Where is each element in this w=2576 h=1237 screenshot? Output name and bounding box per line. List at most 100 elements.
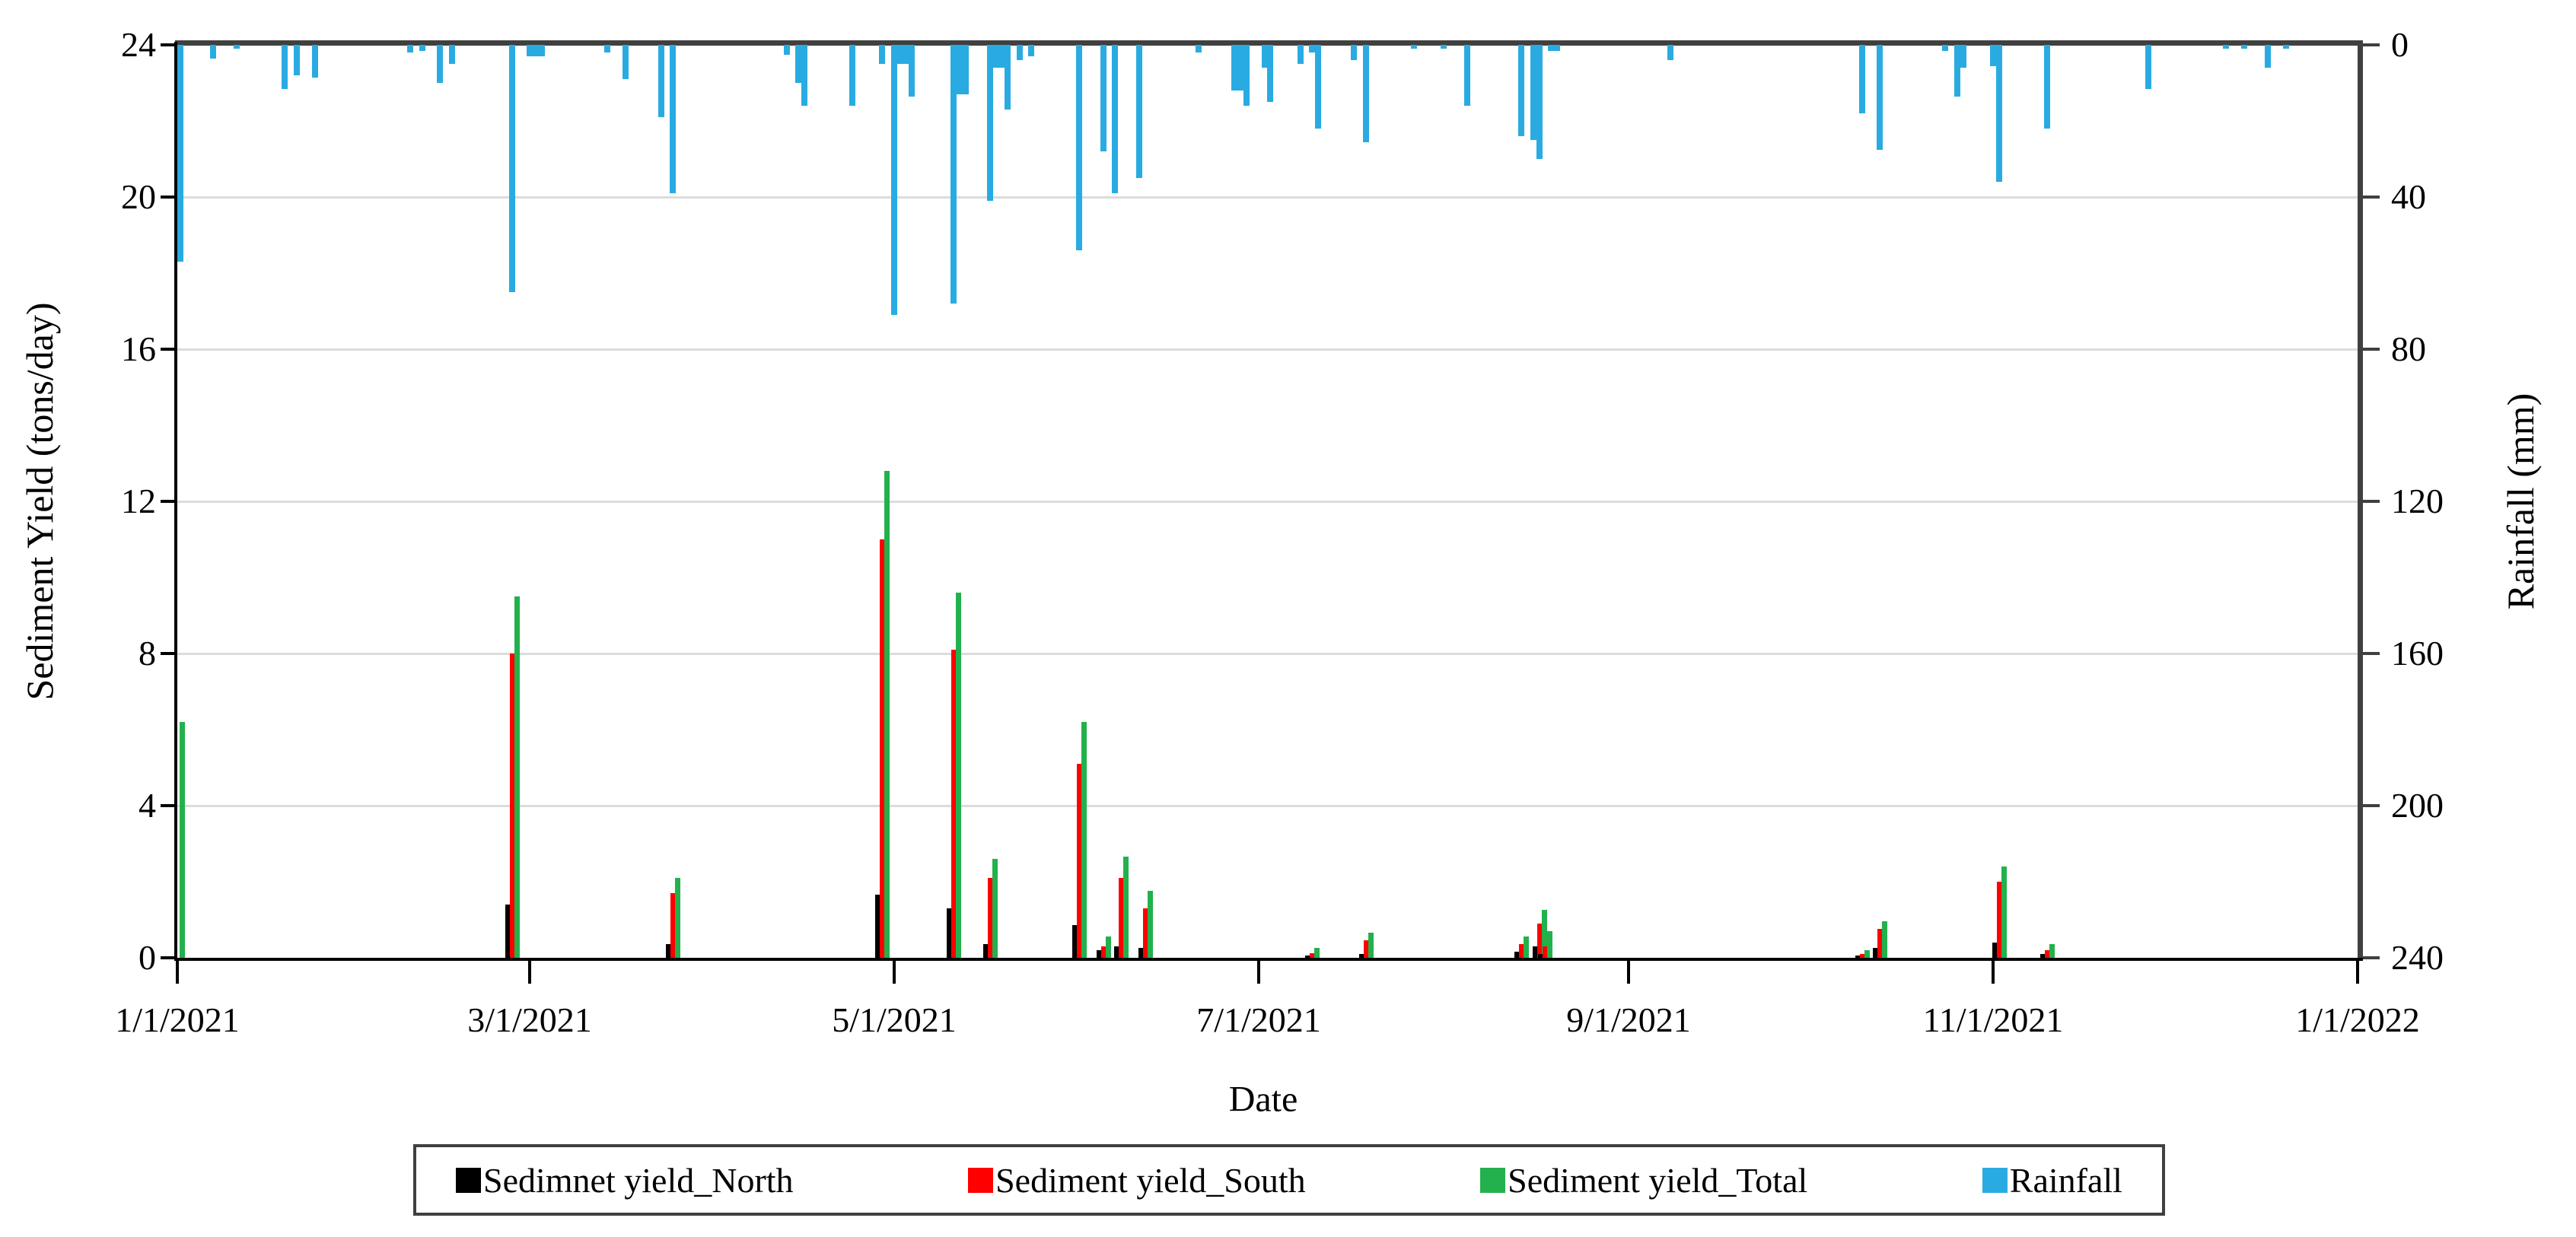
sediment-bar-north [1072, 925, 1078, 958]
x-axis-title: Date [1228, 1079, 1298, 1120]
rain-bar [1990, 45, 1996, 66]
sediment-bar-south [1997, 882, 2002, 958]
rain-bar [1877, 45, 1883, 150]
sediment-bar-total [884, 471, 890, 958]
rain-bar [1942, 45, 1948, 51]
rain-bar [449, 45, 455, 64]
bottom-axis-line [174, 958, 2363, 961]
rain-bar [1464, 45, 1470, 106]
rain-bar [1267, 45, 1273, 102]
x-tick-label: 9/1/2021 [1566, 1000, 1691, 1039]
rain-bar [1017, 45, 1023, 60]
rain-bar [1315, 45, 1321, 129]
right-tick [2363, 348, 2380, 351]
sediment-bar-south [1143, 908, 1148, 958]
sediment-bar-north [983, 944, 989, 958]
rain-bar [950, 45, 957, 304]
x-tick-label: 3/1/2021 [467, 1000, 592, 1039]
rain-bar [294, 45, 300, 75]
sediment-bar-south [2045, 950, 2050, 958]
left-tick-label: 12 [121, 482, 156, 520]
rain-bar [1100, 45, 1107, 151]
right-tick-label: 200 [2391, 786, 2444, 825]
sediment-bar-south [1519, 944, 1524, 958]
sediment-bar-total [1368, 933, 1374, 958]
x-tick-label: 1/1/2022 [2295, 1000, 2420, 1039]
right-tick [2363, 43, 2380, 46]
right-tick [2363, 500, 2380, 503]
sediment-bar-total [180, 722, 185, 958]
rain-bar [658, 45, 664, 117]
sediment-bar-north [1533, 946, 1538, 958]
left-tick-label: 4 [139, 786, 156, 825]
sediment-bar-north [1855, 956, 1861, 958]
rain-bar [784, 45, 790, 55]
rain-bar [282, 45, 288, 89]
rain-bar [2241, 45, 2247, 49]
right-tick [2363, 196, 2380, 199]
rain-bar [987, 45, 993, 201]
rain-bar [2265, 45, 2271, 68]
rain-bar [2283, 45, 2289, 49]
x-tick-label: 5/1/2021 [832, 1000, 957, 1039]
x-tick [1257, 961, 1260, 984]
left-tick [161, 956, 177, 959]
rain-bar [992, 45, 1005, 68]
sediment-bar-south [1860, 954, 1865, 958]
gridline [177, 501, 2358, 503]
legend-label: Sediment yield_Total [1508, 1160, 1808, 1200]
rain-bar [957, 45, 969, 94]
sediment-bar-total [1882, 921, 1887, 958]
rain-bar [177, 45, 183, 262]
right-axis-line [2358, 40, 2363, 961]
rain-bar [210, 45, 216, 59]
rain-bar [312, 45, 318, 78]
sediment-bar-north [505, 905, 511, 958]
right-tick [2363, 652, 2380, 655]
sediment-bar-south [1310, 953, 1315, 958]
x-tick [176, 961, 179, 984]
left-tick [161, 804, 177, 807]
rain-bar [897, 45, 909, 64]
rain-bar [509, 45, 515, 292]
sediment-bar-total [1542, 910, 1547, 958]
sediment-bar-north [1114, 946, 1119, 958]
rain-bar [2044, 45, 2050, 129]
gridline [177, 196, 2358, 199]
sediment-bar-north [1138, 948, 1144, 958]
sediment-bar-north [875, 895, 880, 958]
rain-bar [1548, 45, 1560, 51]
sediment-bar-north [1305, 956, 1310, 958]
sediment-bar-total [956, 593, 961, 958]
x-tick-label: 1/1/2021 [115, 1000, 240, 1039]
rain-bar [1309, 45, 1315, 52]
rain-bar [1351, 45, 1357, 60]
rain-bar [1298, 45, 1304, 64]
rain-bar [527, 45, 545, 56]
sediment-bar-south [1101, 946, 1107, 958]
rain-bar [1243, 45, 1250, 106]
sediment-bar-total [1081, 722, 1087, 958]
right-tick-label: 40 [2391, 177, 2426, 216]
sediment-bar-north [1992, 943, 1998, 958]
left-tick-label: 8 [139, 634, 156, 673]
right-tick-label: 160 [2391, 634, 2444, 673]
rain-bar [1005, 45, 1011, 110]
sediment-bar-north [2040, 954, 2046, 958]
rain-bar [1231, 45, 1243, 91]
legend-item: Sediment yield_South [968, 1160, 1306, 1200]
left-tick [161, 500, 177, 503]
left-axis-title: Sediment Yield (tons/day) [18, 302, 61, 701]
rain-bar [2145, 45, 2151, 89]
x-tick [893, 961, 896, 984]
legend: Sedimnet yield_North Sediment yield_South… [413, 1144, 2165, 1216]
rain-bar [407, 45, 413, 52]
x-tick [2356, 961, 2359, 984]
right-tick-label: 0 [2391, 25, 2409, 64]
sediment-bar-total [2001, 867, 2007, 958]
gridline [177, 348, 2358, 351]
left-tick [161, 348, 177, 351]
sediment-bar-south [1077, 764, 1082, 958]
rain-bar [1028, 45, 1034, 56]
